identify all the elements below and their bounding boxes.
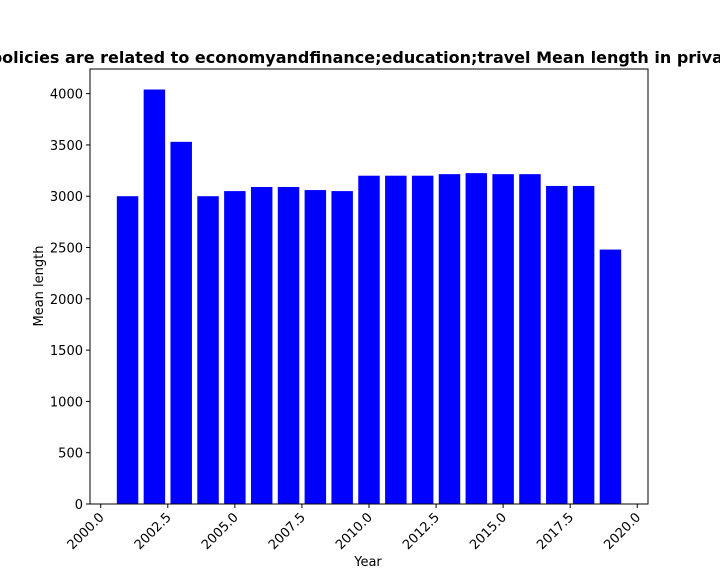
bar-2018: [572, 185, 595, 504]
chart-title: Privacy policies are related to economya…: [0, 48, 720, 67]
x-axis-label: Year: [353, 555, 382, 570]
bar-2017: [546, 185, 568, 504]
bar-2009: [331, 191, 353, 504]
bar-2006: [250, 186, 273, 504]
y-axis-label: Mean length: [32, 246, 47, 327]
x-tick-label: 2007.5: [266, 510, 309, 553]
y-tick-label: 2500: [50, 242, 83, 257]
x-tick-label: 2020.0: [601, 510, 644, 553]
bar-2014: [465, 173, 488, 505]
y-tick-label: 3000: [50, 190, 83, 205]
bars-group: [116, 89, 622, 505]
y-tick-label: 1500: [50, 344, 83, 359]
plot-frame: [89, 68, 649, 505]
y-tick-label: 4000: [50, 88, 83, 103]
bar-2001: [116, 196, 139, 504]
x-tick-label: 2015.0: [467, 510, 510, 553]
bar-2003: [170, 141, 192, 504]
x-tick-label: 2010.0: [333, 510, 376, 553]
bar-2012: [411, 175, 434, 504]
bar-2019: [599, 249, 622, 504]
bar-2004: [197, 196, 219, 504]
y-tick-label: 500: [58, 447, 83, 462]
x-tick-label: 2012.5: [400, 510, 443, 553]
bar-2013: [438, 174, 461, 505]
y-tick-label: 1000: [50, 395, 83, 410]
bar-2005: [224, 191, 246, 504]
bar-2002: [143, 89, 166, 505]
x-tick-label: 2005.0: [199, 510, 242, 553]
y-tick-label: 3500: [50, 139, 83, 154]
x-axis-ticks: 2000.0 2002.5 2005.0 2007.5 2010.0 2012.5 2015…: [65, 504, 644, 553]
bar-2011: [385, 175, 407, 504]
bar-2016: [519, 174, 541, 505]
y-tick-label: 2000: [50, 293, 83, 308]
y-axis-ticks: 0 500 1000 1500 2000 2500 3000 3500 4000: [50, 88, 90, 513]
y-tick-label: 0: [75, 498, 83, 513]
x-tick-label: 2002.5: [132, 510, 175, 553]
bar-2015: [492, 174, 514, 505]
bar-2008: [304, 190, 327, 504]
x-tick-label: 2000.0: [65, 510, 108, 553]
x-tick-label: 2017.5: [534, 510, 577, 553]
bar-2010: [358, 175, 380, 504]
bar-2007: [277, 186, 300, 504]
